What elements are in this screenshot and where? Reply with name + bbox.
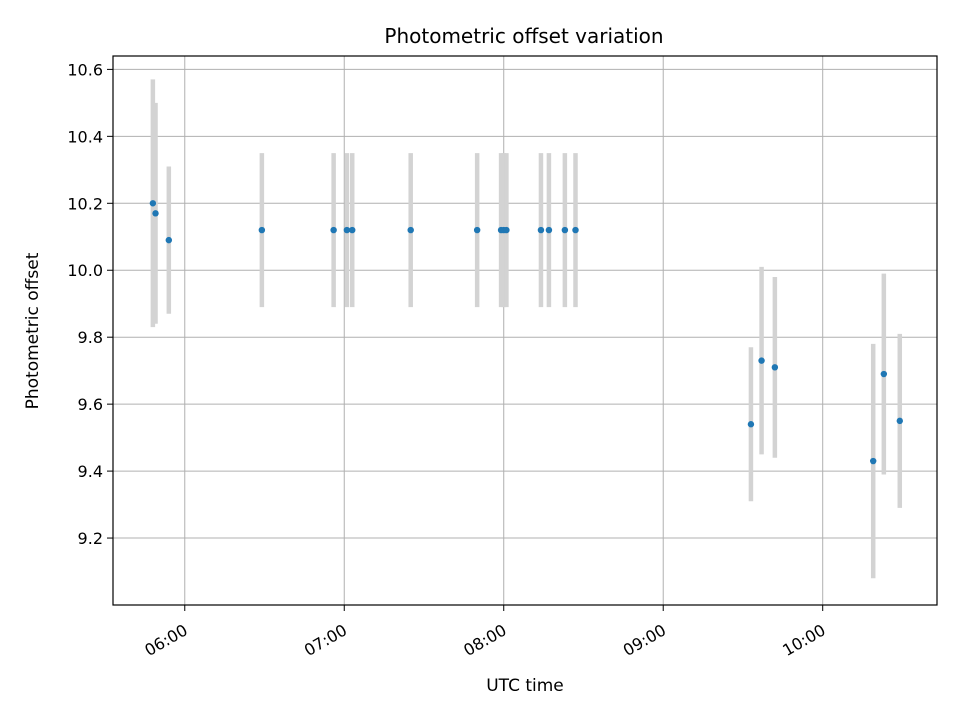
data-point (152, 210, 159, 217)
y-axis-label: Photometric offset (23, 252, 43, 409)
y-axis-ticks: 9.2 9.4 9.6 9.8 10.0 10.2 10.4 10.6 (67, 60, 113, 548)
data-point (747, 421, 755, 428)
data-point (149, 200, 157, 207)
data-point (165, 236, 173, 244)
data-point (561, 226, 569, 234)
y-tick-label: 10.0 (67, 261, 103, 280)
data-points (149, 200, 903, 465)
data-point (870, 457, 877, 465)
y-tick-label: 9.2 (78, 529, 103, 548)
data-point (473, 226, 481, 234)
chart-title: Photometric offset variation (384, 24, 663, 48)
data-point (771, 364, 779, 371)
y-tick-label: 10.2 (67, 194, 103, 213)
y-tick-label: 9.8 (78, 328, 103, 347)
plot-frame (112, 55, 938, 606)
data-point (503, 226, 510, 234)
grid (113, 56, 937, 605)
y-tick-label: 10.4 (67, 127, 103, 146)
data-point (537, 226, 545, 234)
data-point (758, 357, 765, 364)
data-point (349, 226, 356, 234)
data-point (258, 226, 266, 234)
data-point (880, 370, 888, 378)
y-tick-label: 10.6 (67, 60, 103, 79)
y-tick-label: 9.6 (78, 395, 103, 414)
data-point (896, 417, 903, 425)
data-point (407, 226, 414, 234)
data-point (343, 226, 351, 234)
data-point (572, 226, 579, 234)
y-tick-label: 9.4 (78, 462, 103, 481)
data-point (545, 226, 553, 234)
data-point (330, 226, 337, 234)
x-axis-label: UTC time (486, 676, 564, 696)
